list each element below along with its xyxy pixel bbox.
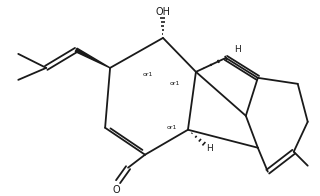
Text: OH: OH (156, 7, 171, 17)
Text: or1: or1 (170, 81, 180, 86)
Text: H: H (206, 144, 213, 153)
Polygon shape (75, 48, 110, 68)
Text: or1: or1 (143, 72, 153, 77)
Text: O: O (112, 185, 120, 195)
Text: or1: or1 (167, 125, 177, 130)
Text: H: H (235, 45, 241, 54)
